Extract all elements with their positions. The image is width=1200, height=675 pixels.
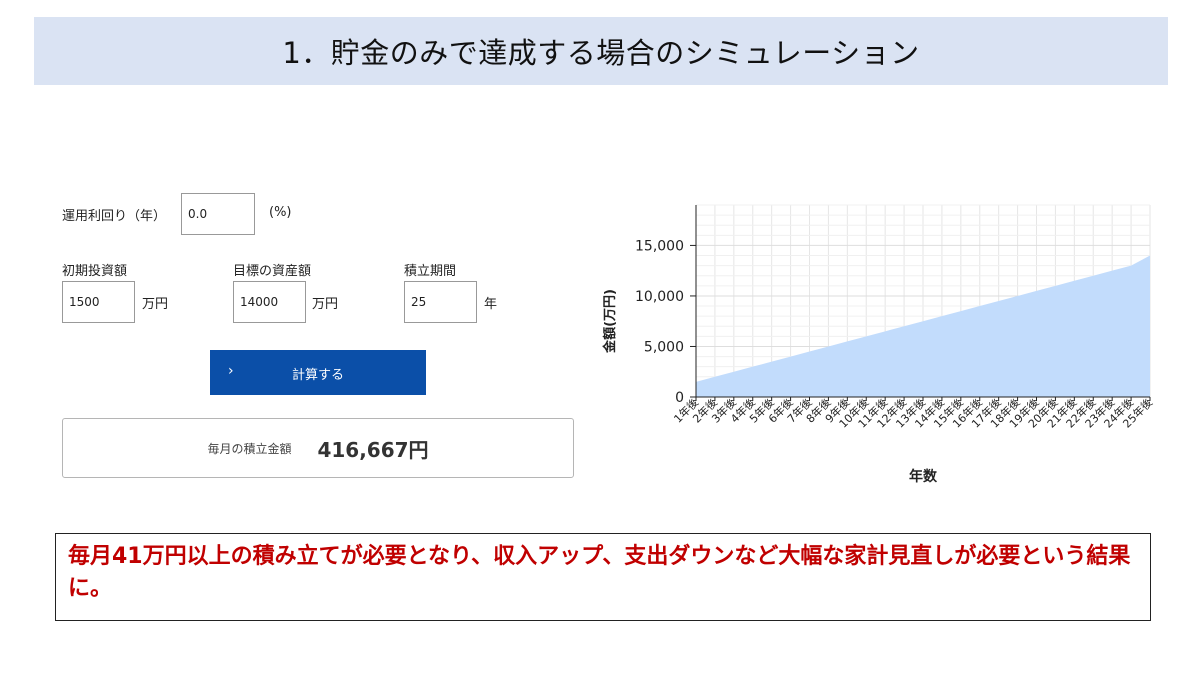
- y-tick-label: 10,000: [635, 289, 684, 305]
- calculate-button[interactable]: › 計算する: [210, 350, 426, 395]
- target-unit: 万円: [312, 297, 339, 312]
- page-title: 1．貯金のみで達成する場合のシミュレーション: [34, 17, 1168, 85]
- conclusion-note: 毎月41万円以上の積み立てが必要となり、収入アップ、支出ダウンなど大幅な家計見直…: [55, 533, 1151, 621]
- chevron-right-icon: ›: [228, 363, 234, 379]
- y-tick-label: 0: [675, 390, 684, 406]
- period-input[interactable]: [404, 281, 477, 323]
- result-box: 毎月の積立金額 416,667円: [62, 418, 574, 478]
- initial-unit: 万円: [142, 297, 169, 312]
- rate-unit: (%): [269, 205, 292, 220]
- initial-input[interactable]: [62, 281, 135, 323]
- savings-chart: 0 5,000 10,000 15,000 1年後 2年後 3年後 4年後 5年後 6年後 7年後 8…: [590, 190, 1170, 490]
- calculate-button-label: 計算する: [291, 368, 344, 383]
- target-label: 目標の資産額: [233, 264, 312, 279]
- initial-label: 初期投資額: [62, 264, 128, 279]
- x-axis-title: 年数: [909, 468, 938, 485]
- period-unit: 年: [484, 297, 498, 312]
- y-tick-label: 5,000: [644, 339, 684, 355]
- result-label: 毎月の積立金額: [207, 441, 292, 456]
- rate-label: 運用利回り（年）: [62, 209, 167, 224]
- area-series: [696, 255, 1150, 397]
- y-tick-label: 15,000: [635, 238, 684, 254]
- target-input[interactable]: [233, 281, 306, 323]
- chart-svg: 05,00010,00015,0001年後2年後3年後4年後5年後6年後7年後8…: [602, 204, 1155, 485]
- y-axis-title: 金額(万円): [602, 289, 618, 354]
- result-value: 416,667円: [317, 437, 429, 462]
- period-label: 積立期間: [404, 264, 457, 279]
- rate-input[interactable]: [181, 193, 255, 235]
